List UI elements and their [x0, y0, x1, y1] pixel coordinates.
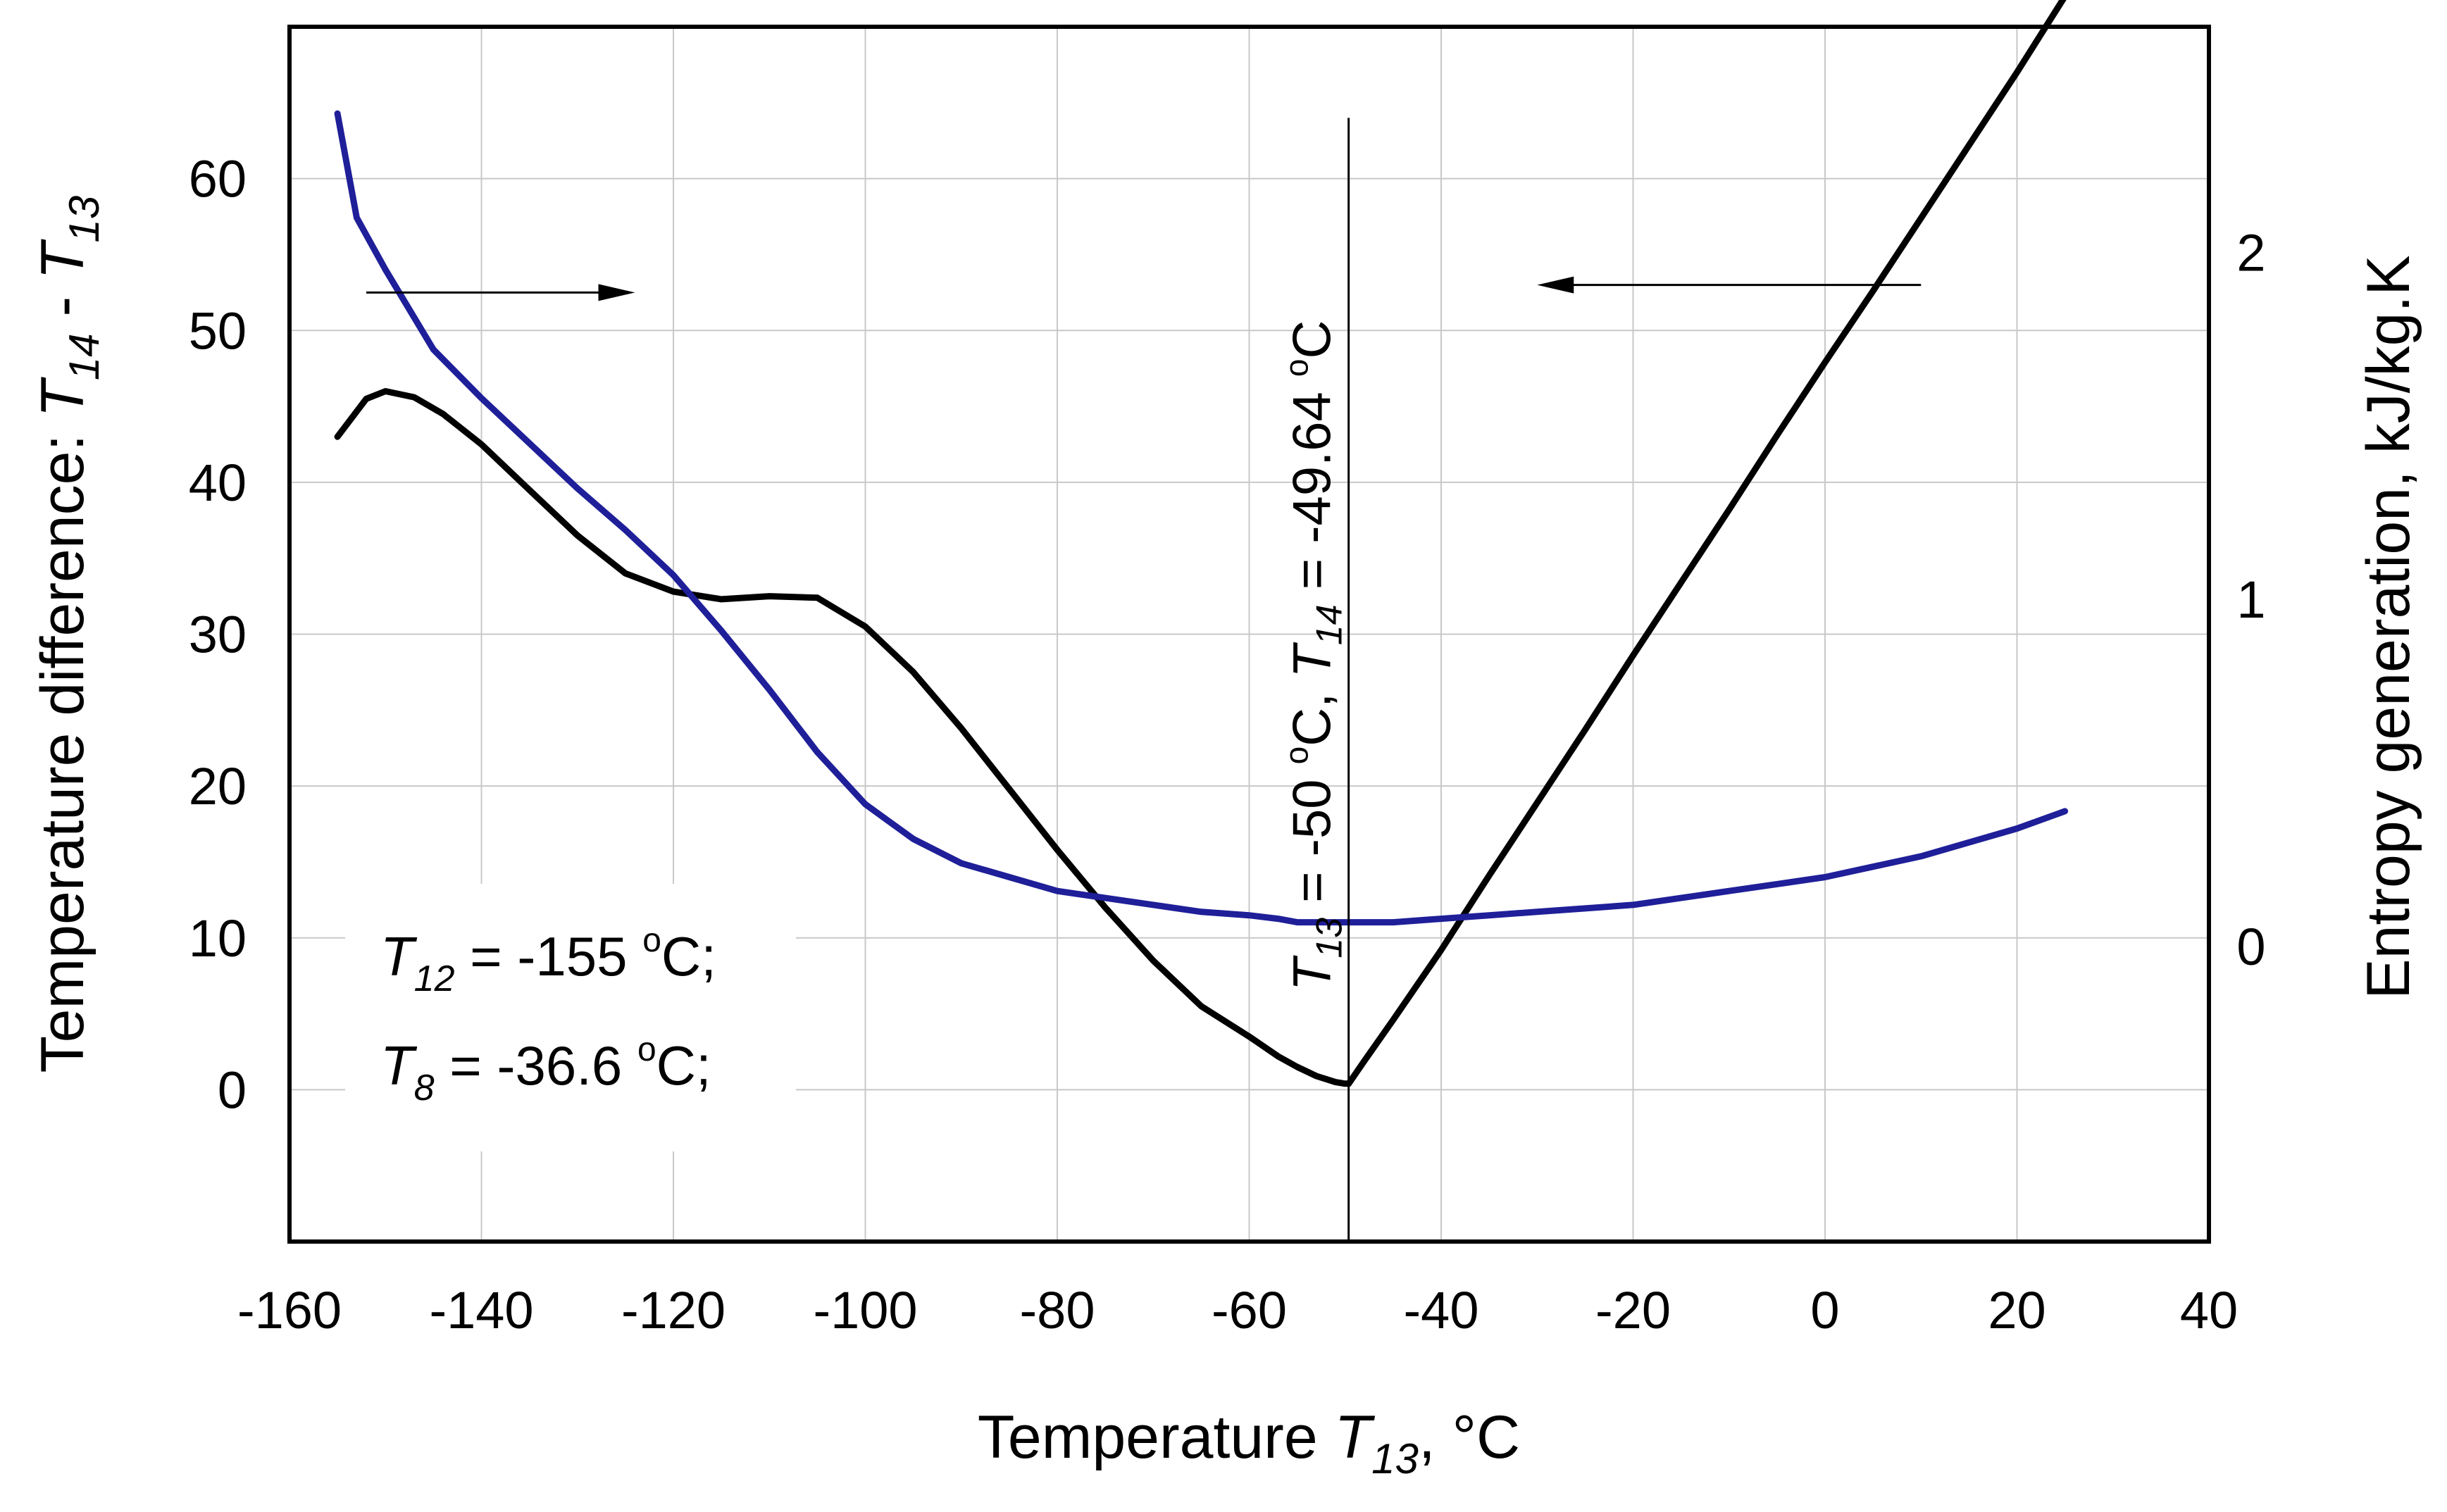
x-tick-label: -100	[813, 1281, 917, 1339]
annotation-text: C,	[1283, 678, 1343, 746]
x-tick-label: -120	[621, 1281, 726, 1339]
temperature-difference-line	[334, 0, 2067, 1087]
annotation-var: T	[1283, 955, 1343, 991]
x-title-text: Temperature	[978, 1404, 1335, 1471]
annotation-sub: 14	[1309, 604, 1350, 645]
x-tick-label: -160	[237, 1281, 342, 1339]
x-axis-title: Temperature T13, °C	[978, 1404, 1520, 1482]
x-tick-label: -80	[1020, 1281, 1095, 1339]
y-left-title-var: T	[29, 239, 96, 280]
y-left-tick-label: 20	[189, 757, 247, 816]
annotation-var: T	[1283, 642, 1343, 678]
arrow-head	[1537, 276, 1574, 294]
y-left-tick-label: 60	[189, 150, 247, 208]
x-title-suffix: , °C	[1419, 1404, 1520, 1471]
x-tick-label: -140	[429, 1281, 533, 1339]
x-tick-label: -40	[1404, 1281, 1479, 1339]
y-right-tick-label: 2	[2236, 223, 2265, 282]
legend-text: = -36.6	[435, 1035, 637, 1096]
legend-box	[345, 884, 796, 1151]
series-layer	[334, 0, 2069, 1087]
y-left-tick-label: 50	[189, 301, 247, 360]
y-left-title-var: T	[29, 377, 96, 418]
annotation-deg: o	[1278, 746, 1315, 765]
y-left-tick-label: 0	[218, 1061, 247, 1119]
y-left-axis-title: Temperature difference: T14 - T13	[29, 196, 108, 1073]
y-left-title-sub: 13	[61, 196, 108, 243]
tick-labels: -160 -140 -120 -100 -80 -60 -40 -20 0 20 400102030…	[189, 150, 2266, 1339]
x-tick-label: 40	[2180, 1281, 2238, 1339]
legend-end: C;	[661, 925, 716, 987]
legend-var: T	[380, 925, 418, 987]
y-right-tick-label: 1	[2236, 570, 2265, 629]
y-left-tick-label: 40	[189, 454, 247, 512]
annotation-sub: 13	[1309, 918, 1350, 958]
plot-frame	[287, 25, 2211, 1244]
y-right-tick-label: 0	[2236, 918, 2265, 976]
x-tick-label: 20	[1988, 1281, 2046, 1339]
legend-deg: o	[642, 922, 661, 959]
annotation-deg: o	[1278, 359, 1315, 377]
legend-sub: 8	[414, 1068, 435, 1108]
y-left-tick-label: 30	[189, 606, 247, 664]
annotation-text: = -49.64	[1283, 377, 1343, 604]
legend-deg: o	[637, 1031, 656, 1068]
legend-end: C;	[656, 1035, 711, 1096]
grid	[289, 27, 2209, 1242]
x-title-var: T	[1335, 1404, 1376, 1471]
x-tick-label: -60	[1212, 1281, 1287, 1339]
legend-text: = -155	[455, 925, 643, 987]
y-right-axis-title: Entropy generation, kJ/kg.K	[2355, 255, 2422, 999]
annotation-text: = -50	[1283, 764, 1343, 918]
legend-sub: 12	[414, 958, 455, 999]
y-left-title-sub: 14	[61, 333, 108, 380]
y-left-tick-label: 10	[189, 909, 247, 968]
annotation-text: C	[1283, 320, 1343, 359]
legend-line-t8: T8 = -36.6 oC;	[380, 1031, 711, 1108]
y-left-title-mid: -	[29, 280, 96, 333]
entropy-generation-line	[334, 110, 2069, 926]
x-title-sub: 13	[1371, 1435, 1419, 1482]
y-left-title-text: Temperature difference:	[29, 418, 96, 1073]
legend-var: T	[380, 1035, 418, 1096]
vertical-annotation: T13​ = -50 o​C, T14​ = -49.64 o​C	[1278, 320, 1350, 992]
x-tick-label: -20	[1595, 1281, 1671, 1339]
arrow-head	[598, 284, 635, 301]
x-tick-label: 0	[1810, 1281, 1839, 1339]
legend-line-t12: T12 = -155 oC;	[380, 922, 716, 999]
